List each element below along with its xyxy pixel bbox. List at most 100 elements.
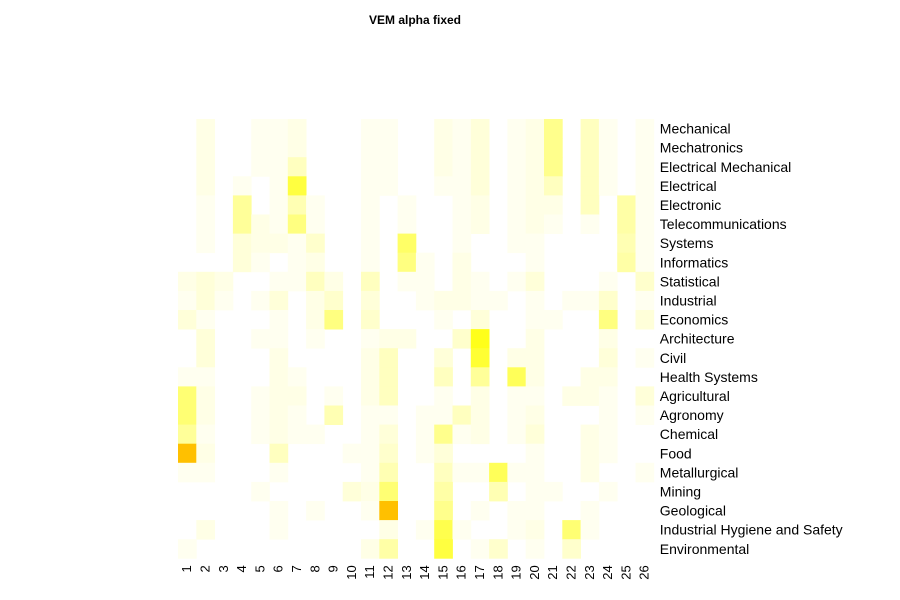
- heatmap-cell: [379, 367, 398, 387]
- heatmap-cell: [287, 195, 307, 215]
- heatmap-cell: [269, 329, 289, 349]
- heatmap-cell: [306, 424, 325, 445]
- heatmap-cell: [617, 195, 636, 215]
- heatmap-cell: [196, 329, 215, 349]
- heatmap-cell: [617, 252, 636, 273]
- heatmap-cell: [434, 424, 453, 445]
- x-tick-label: 9: [326, 565, 341, 572]
- y-tick-label: Telecommunications: [660, 216, 787, 232]
- heatmap-cell: [306, 329, 325, 349]
- heatmap-cell: [196, 310, 215, 330]
- heatmap-cell: [251, 329, 270, 349]
- heatmap-cell: [507, 386, 527, 406]
- heatmap-cell: [525, 539, 545, 559]
- heatmap-cell: [361, 329, 380, 349]
- heatmap-cell: [196, 176, 215, 196]
- heatmap-cell: [598, 348, 618, 368]
- heatmap-cell: [470, 405, 490, 425]
- heatmap-cell: [269, 367, 289, 387]
- heatmap-cell: [598, 310, 618, 330]
- heatmap-cell: [470, 348, 490, 368]
- y-tick-label: Metallurgical: [660, 464, 739, 480]
- heatmap-cell: [470, 290, 490, 311]
- heatmap-cell: [178, 310, 197, 330]
- heatmap-cell: [635, 176, 655, 196]
- heatmap-cell: [232, 233, 252, 254]
- heatmap-cell: [196, 348, 215, 368]
- heatmap-cell: [269, 138, 289, 158]
- x-tick-label: 26: [637, 565, 652, 579]
- heatmap-cell: [196, 214, 215, 234]
- y-tick-label: Chemical: [660, 426, 718, 442]
- heatmap-cell: [525, 119, 545, 139]
- y-tick-label: Industrial: [660, 292, 717, 308]
- heatmap-cell: [635, 462, 655, 483]
- heatmap-cell: [580, 501, 600, 521]
- heatmap-cell: [178, 424, 197, 445]
- heatmap-cell: [470, 462, 490, 483]
- heatmap-cell: [361, 405, 380, 425]
- heatmap-cell: [306, 214, 325, 234]
- heatmap-cell: [580, 424, 600, 445]
- heatmap-cell: [287, 138, 307, 158]
- heatmap-cell: [361, 271, 380, 292]
- x-tick-label: 10: [344, 565, 359, 579]
- heatmap-cell: [415, 271, 435, 292]
- x-tick-label: 17: [472, 565, 487, 579]
- heatmap-cell: [361, 252, 380, 273]
- heatmap-cell: [196, 367, 215, 387]
- heatmap-cell: [397, 271, 417, 292]
- heatmap-cell: [598, 329, 618, 349]
- heatmap-cell: [507, 520, 527, 540]
- heatmap-cell: [598, 138, 618, 158]
- heatmap-cell: [635, 386, 655, 406]
- heatmap-cell: [544, 195, 563, 215]
- heatmap-cell: [306, 233, 325, 254]
- heatmap-cell: [361, 367, 380, 387]
- heatmap-cell: [361, 462, 380, 483]
- heatmap-cell: [525, 176, 545, 196]
- heatmap-cell: [269, 405, 289, 425]
- heatmap-cell: [196, 119, 215, 139]
- heatmap-cell: [525, 271, 545, 292]
- heatmap-cell: [287, 119, 307, 139]
- heatmap-cell: [525, 233, 545, 254]
- heatmap-cell: [507, 424, 527, 445]
- heatmap-cell: [507, 462, 527, 483]
- y-tick-label: Environmental: [660, 541, 750, 557]
- y-tick-label: Electrical Mechanical: [660, 159, 792, 175]
- heatmap-cell: [361, 214, 380, 234]
- x-tick-label: 11: [362, 565, 377, 579]
- heatmap-cell: [635, 157, 655, 177]
- heatmap-cell: [470, 195, 490, 215]
- heatmap-cell: [635, 195, 655, 215]
- heatmap-cell: [196, 520, 215, 540]
- heatmap-cell: [544, 481, 563, 502]
- heatmap-cell: [580, 386, 600, 406]
- x-tick-label: 12: [380, 565, 395, 579]
- x-tick-label: 22: [563, 565, 578, 579]
- heatmap-cell: [635, 138, 655, 158]
- heatmap-cell: [452, 214, 472, 234]
- heatmap-cell: [251, 214, 270, 234]
- heatmap-cell: [178, 405, 197, 425]
- heatmap-cell: [379, 138, 398, 158]
- heatmap-cell: [434, 481, 453, 502]
- heatmap-cell: [269, 119, 289, 139]
- heatmap-cell: [379, 119, 398, 139]
- heatmap-cell: [470, 386, 490, 406]
- heatmap-cell: [434, 539, 453, 559]
- y-tick-label: Agricultural: [660, 388, 730, 404]
- heatmap-cell: [525, 157, 545, 177]
- heatmap-cell: [489, 290, 508, 311]
- heatmap-cell: [452, 195, 472, 215]
- heatmap-cell: [196, 462, 215, 483]
- heatmap-cell: [251, 233, 270, 254]
- y-tick-label: Civil: [660, 350, 686, 366]
- heatmap-cell: [269, 462, 289, 483]
- heatmap-cell: [196, 424, 215, 445]
- heatmap-cell: [178, 367, 197, 387]
- heatmap-cell: [434, 462, 453, 483]
- heatmap-cell: [635, 348, 655, 368]
